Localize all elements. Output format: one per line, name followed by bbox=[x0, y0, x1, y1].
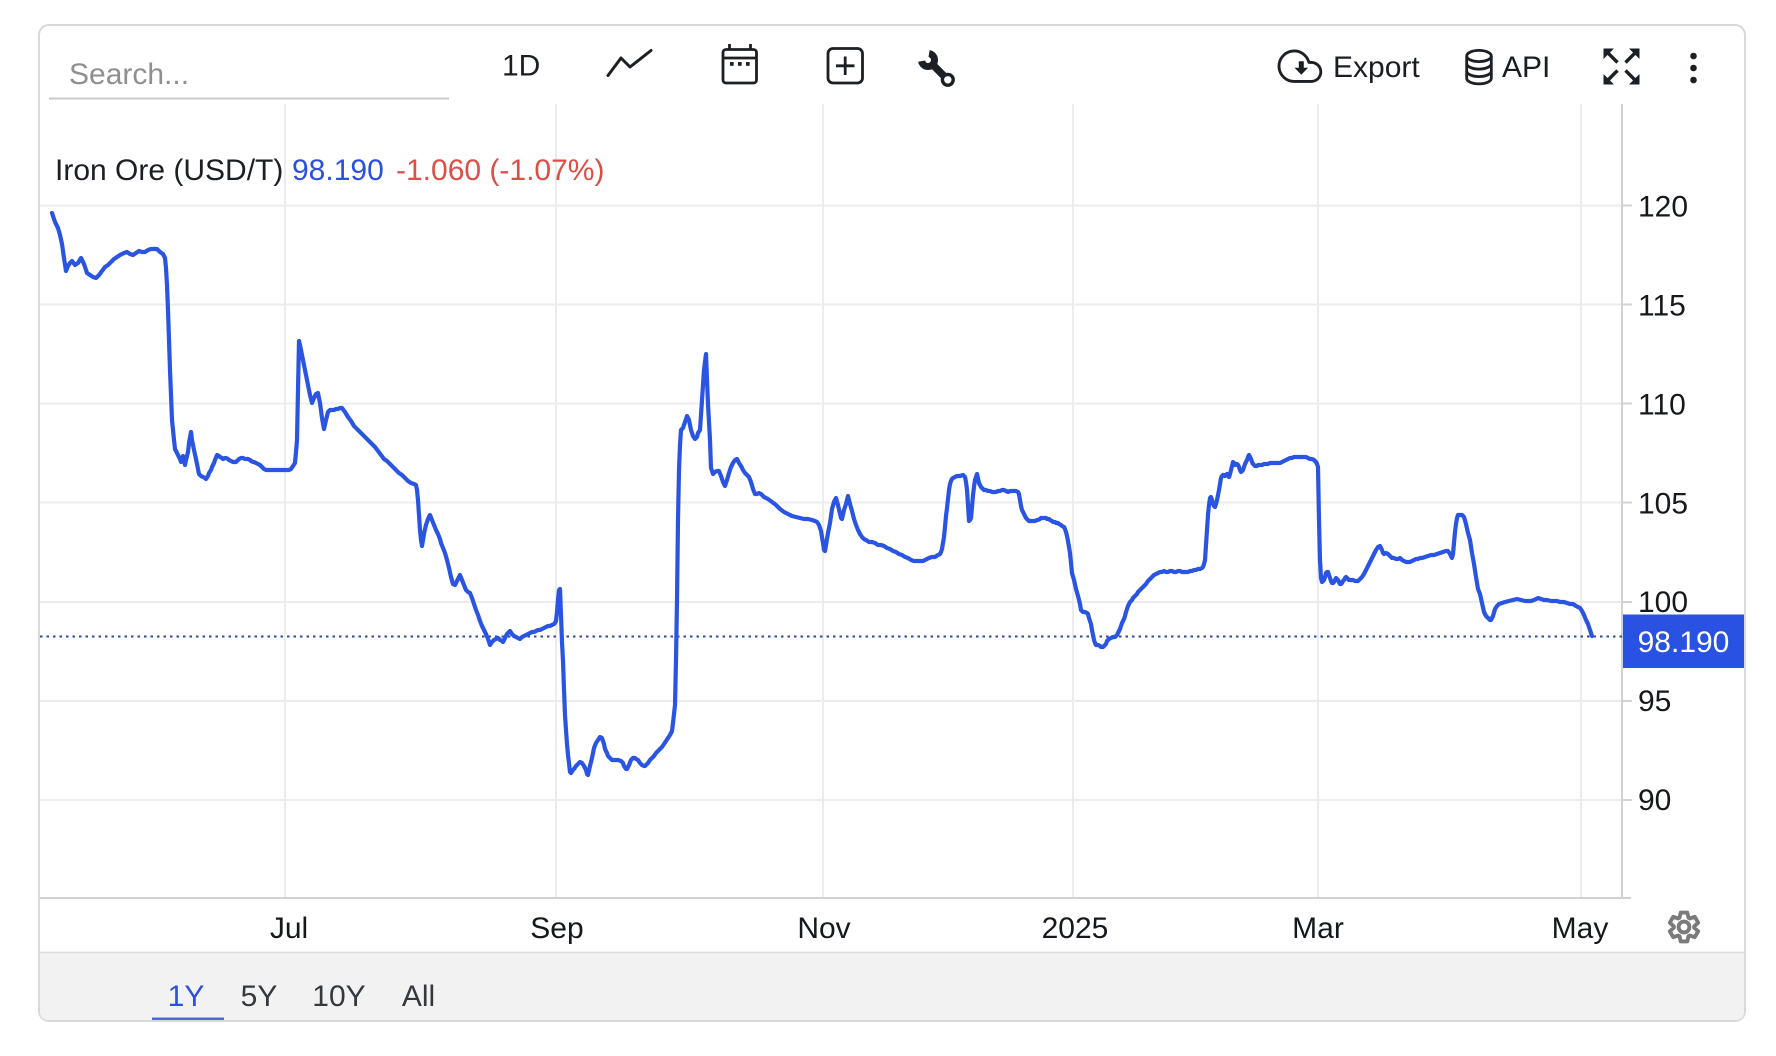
svg-text:1D: 1D bbox=[502, 50, 540, 83]
svg-text:90: 90 bbox=[1638, 784, 1671, 817]
svg-text:5Y: 5Y bbox=[241, 980, 278, 1013]
svg-text:115: 115 bbox=[1638, 290, 1686, 323]
svg-text:Sep: Sep bbox=[530, 912, 583, 945]
svg-text:Search...: Search... bbox=[69, 58, 189, 91]
svg-text:120: 120 bbox=[1638, 191, 1688, 224]
svg-text:Iron Ore (USD/T): Iron Ore (USD/T) bbox=[55, 154, 283, 187]
svg-text:Jul: Jul bbox=[270, 912, 308, 945]
svg-text:1Y: 1Y bbox=[168, 980, 205, 1013]
svg-text:95: 95 bbox=[1638, 685, 1671, 718]
svg-text:2025: 2025 bbox=[1042, 912, 1109, 945]
svg-text:Export: Export bbox=[1333, 51, 1420, 84]
svg-text:-1.060 (-1.07%): -1.060 (-1.07%) bbox=[396, 154, 604, 187]
svg-text:All: All bbox=[402, 980, 435, 1013]
svg-text:105: 105 bbox=[1638, 488, 1688, 521]
svg-text:110: 110 bbox=[1638, 389, 1686, 422]
svg-text:Nov: Nov bbox=[797, 912, 850, 945]
svg-text:Mar: Mar bbox=[1292, 912, 1344, 945]
svg-text:98.190: 98.190 bbox=[292, 154, 384, 187]
svg-text:May: May bbox=[1552, 912, 1609, 945]
svg-text:100: 100 bbox=[1638, 586, 1688, 619]
svg-text:API: API bbox=[1502, 51, 1550, 84]
svg-text:98.190: 98.190 bbox=[1638, 626, 1730, 659]
svg-text:10Y: 10Y bbox=[312, 980, 365, 1013]
